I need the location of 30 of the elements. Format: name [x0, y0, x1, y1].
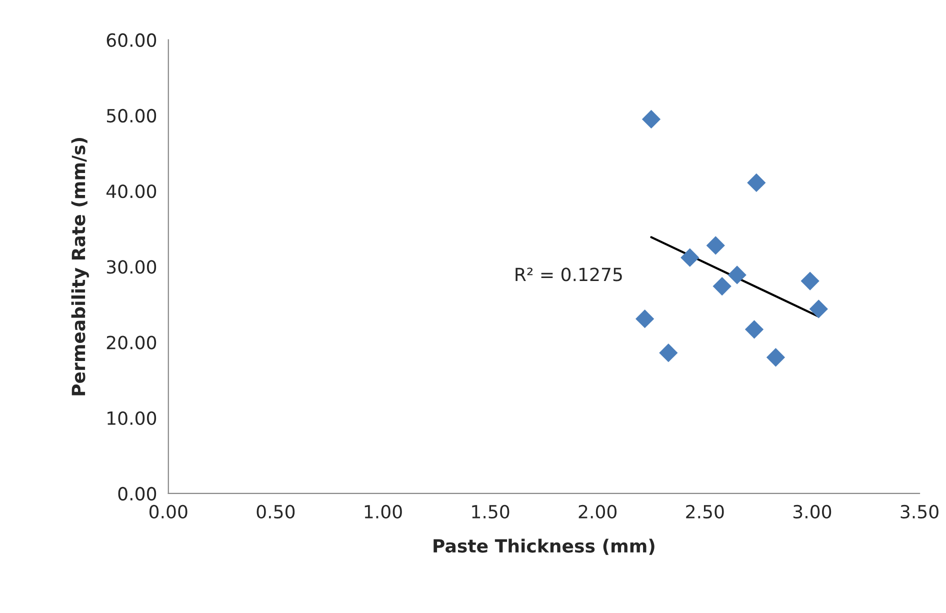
x-tick-label: 1.50	[472, 504, 510, 519]
point	[766, 348, 786, 367]
point	[744, 320, 764, 339]
y-tick-label: 0.00	[118, 486, 156, 501]
point	[636, 310, 654, 328]
point	[642, 110, 661, 129]
y-tick-label: 10.00	[108, 411, 156, 425]
annotation: R² = 0.1275	[516, 268, 622, 282]
x-tick-label: 0.50	[256, 504, 295, 519]
y-tick-label: 50.00	[106, 108, 156, 123]
x-tick-label: 0.00	[149, 504, 188, 519]
point	[800, 272, 820, 290]
point	[712, 276, 732, 296]
y-tick-label: 40.00	[106, 184, 156, 198]
y-tick-label: 30.00	[106, 260, 156, 274]
y-tick-label: 20.00	[106, 336, 156, 350]
y-tick-label: 60.00	[106, 33, 156, 47]
point	[728, 266, 746, 284]
point	[659, 344, 678, 362]
x-tick-label: 3.00	[793, 504, 832, 519]
x-tick-label: 3.50	[900, 504, 938, 519]
y-axis-title: Permeability Rate (mm/s)	[71, 138, 89, 396]
point	[747, 173, 766, 192]
x-axis-title: Paste Thickness (mm)	[434, 538, 654, 555]
point	[809, 300, 828, 318]
point	[680, 248, 700, 267]
x-tick-label: 2.00	[578, 504, 617, 519]
x-tick-label: 2.50	[686, 504, 724, 519]
point	[706, 236, 725, 255]
x-tick-label: 1.00	[364, 504, 402, 519]
